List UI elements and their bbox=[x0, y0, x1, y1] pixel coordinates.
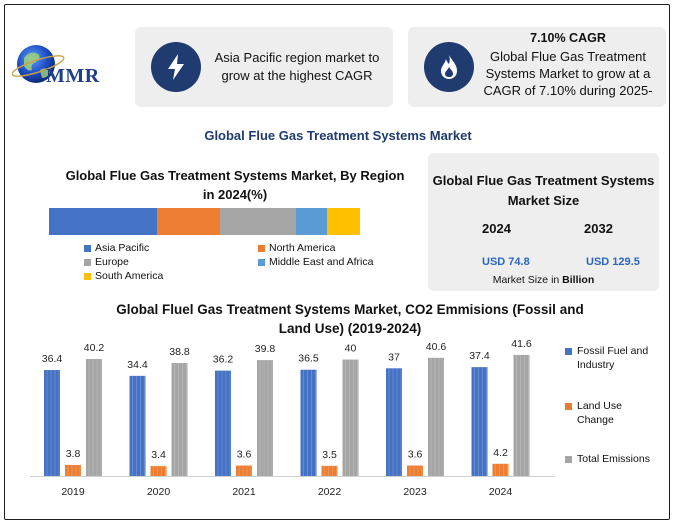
value-2032: USD 129.5 bbox=[586, 256, 640, 268]
x-tick-label: 2021 bbox=[232, 486, 256, 498]
bar-fossil-fuel-and-industry-2024 bbox=[471, 367, 488, 476]
bar-fossil-fuel-and-industry-2021 bbox=[215, 370, 231, 476]
legend-swatch bbox=[565, 348, 572, 355]
legend-label: Total Emissions bbox=[577, 453, 650, 465]
region-segment-middle-east-and-africa bbox=[296, 208, 327, 235]
data-label: 3.4 bbox=[151, 449, 166, 461]
data-label: 41.6 bbox=[511, 338, 532, 350]
data-label: 3.6 bbox=[237, 449, 252, 461]
market-size-card: Global Flue Gas Treatment Systems Market… bbox=[428, 153, 659, 291]
region-legend-item: North America bbox=[258, 242, 336, 254]
emissions-legend-item: Land Use Change bbox=[565, 399, 657, 427]
data-label: 36.2 bbox=[213, 354, 234, 366]
data-label: 36.4 bbox=[42, 353, 63, 365]
bar-land-use-change-2020 bbox=[150, 466, 167, 476]
cagr-card: 7.10% CAGR Global Flue Gas Treatment Sys… bbox=[408, 27, 666, 107]
region-growth-card: Asia Pacific region market to grow at th… bbox=[135, 27, 393, 107]
region-segment-asia-pacific bbox=[49, 208, 157, 235]
bar-total-emissions-2023 bbox=[428, 357, 444, 476]
region-chart-title: Global Flue Gas Treatment Systems Market… bbox=[65, 168, 405, 202]
infographic-frame bbox=[4, 4, 670, 520]
region-stacked-bar bbox=[49, 208, 360, 235]
mmr-logo: MMR bbox=[12, 36, 132, 98]
bar-fossil-fuel-and-industry-2020 bbox=[129, 375, 146, 476]
data-label: 37 bbox=[388, 351, 400, 363]
market-size-note-unit: Billion bbox=[562, 274, 595, 286]
x-tick-label: 2024 bbox=[489, 486, 513, 498]
lightning-icon bbox=[151, 42, 201, 92]
bar-total-emissions-2022 bbox=[342, 359, 359, 476]
emissions-legend-item: Fossil Fuel and Industry bbox=[565, 344, 657, 372]
cagr-title: 7.10% CAGR bbox=[530, 31, 606, 45]
year-2024-label: 2024 bbox=[482, 221, 511, 236]
data-label: 4.2 bbox=[493, 447, 508, 459]
logo-text: MMR bbox=[46, 65, 100, 87]
region-segment-europe bbox=[219, 208, 297, 235]
x-tick-label: 2020 bbox=[147, 486, 171, 498]
region-legend-item: Asia Pacific bbox=[84, 242, 149, 254]
legend-label: Europe bbox=[95, 256, 129, 268]
bar-land-use-change-2023 bbox=[407, 465, 423, 476]
data-label: 34.4 bbox=[127, 359, 148, 371]
region-growth-text: Asia Pacific region market to grow at th… bbox=[214, 50, 380, 83]
legend-swatch bbox=[84, 244, 91, 252]
bar-fossil-fuel-and-industry-2022 bbox=[300, 369, 317, 476]
region-legend-item: South America bbox=[84, 270, 163, 282]
legend-label: Land Use Change bbox=[577, 400, 622, 426]
legend-label: South America bbox=[95, 270, 164, 282]
bar-total-emissions-2019 bbox=[86, 358, 102, 476]
bar-total-emissions-2021 bbox=[257, 360, 273, 476]
bar-fossil-fuel-and-industry-2019 bbox=[44, 370, 60, 476]
bar-land-use-change-2019 bbox=[65, 464, 81, 476]
bar-land-use-change-2021 bbox=[236, 465, 252, 476]
data-label: 40 bbox=[345, 343, 357, 355]
globe-icon bbox=[12, 45, 65, 83]
value-2024: USD 74.8 bbox=[482, 256, 530, 268]
legend-swatch bbox=[84, 258, 91, 266]
legend-swatch bbox=[258, 258, 265, 266]
bar-total-emissions-2024 bbox=[513, 354, 530, 476]
region-segment-north-america bbox=[156, 208, 220, 235]
market-size-title: Global Flue Gas Treatment Systems Market… bbox=[432, 173, 655, 208]
data-label: 37.4 bbox=[469, 350, 490, 362]
legend-swatch bbox=[565, 403, 572, 410]
legend-swatch bbox=[84, 272, 91, 280]
legend-label: Fossil Fuel and Industry bbox=[577, 345, 649, 371]
year-2032-label: 2032 bbox=[584, 221, 613, 236]
flame-icon bbox=[424, 42, 474, 92]
market-size-note: Market Size in Billion bbox=[428, 274, 659, 286]
data-label: 3.5 bbox=[322, 449, 337, 461]
legend-label: Middle East and Africa bbox=[269, 256, 374, 268]
data-label: 40.6 bbox=[426, 341, 447, 353]
emissions-legend-item: Total Emissions bbox=[565, 452, 657, 466]
bar-land-use-change-2022 bbox=[321, 465, 338, 476]
legend-swatch bbox=[565, 456, 572, 463]
bar-fossil-fuel-and-industry-2023 bbox=[386, 368, 402, 476]
data-label: 40.2 bbox=[84, 342, 105, 354]
region-legend-item: Europe bbox=[84, 256, 129, 268]
data-label: 3.6 bbox=[408, 449, 423, 461]
market-size-note-prefix: Market Size in bbox=[492, 274, 563, 286]
bar-land-use-change-2024 bbox=[492, 463, 509, 476]
legend-swatch bbox=[258, 244, 265, 252]
legend-label: North America bbox=[269, 242, 336, 254]
data-label: 36.5 bbox=[298, 353, 319, 365]
main-title: Global Flue Gas Treatment Systems Market bbox=[204, 128, 472, 143]
x-tick-label: 2022 bbox=[318, 486, 342, 498]
region-legend-item: Middle East and Africa bbox=[258, 256, 373, 268]
data-label: 3.8 bbox=[66, 448, 81, 460]
legend-label: Asia Pacific bbox=[95, 242, 150, 254]
x-tick-label: 2019 bbox=[61, 486, 85, 498]
cagr-text: Global Flue Gas Treatment Systems Market… bbox=[483, 49, 653, 98]
x-tick-label: 2023 bbox=[403, 486, 427, 498]
data-label: 39.8 bbox=[255, 343, 276, 355]
region-segment-south-america bbox=[327, 208, 360, 235]
bar-total-emissions-2020 bbox=[171, 363, 188, 476]
emissions-chart-title: Global Fluel Gas Treatment Systems Marke… bbox=[116, 302, 584, 336]
data-label: 38.8 bbox=[169, 346, 190, 358]
